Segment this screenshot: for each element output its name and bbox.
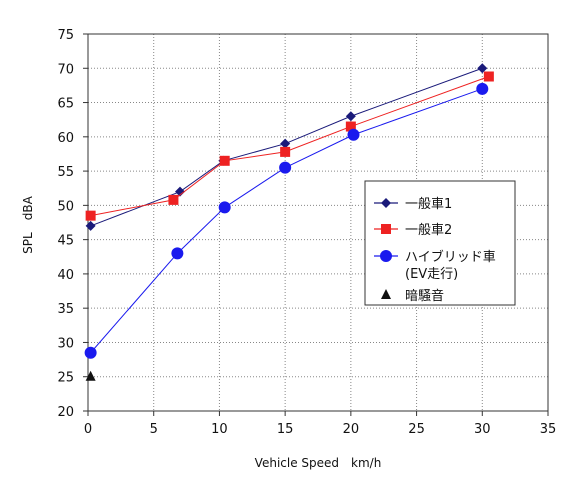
y-tick-label: 25: [57, 371, 74, 386]
x-tick-label: 25: [408, 422, 425, 437]
y-tick-label: 40: [57, 268, 74, 283]
x-tick-label: 0: [84, 422, 92, 437]
data-point-square: [381, 224, 391, 234]
series-4: [85, 370, 96, 381]
y-tick-label: 35: [57, 302, 74, 317]
data-point-square: [168, 194, 179, 205]
legend-label-line2: (EV走行): [405, 267, 458, 282]
legend-label: 一般車1: [405, 196, 452, 212]
x-tick-label: 5: [150, 422, 158, 437]
plot-frame: [87, 33, 549, 412]
data-point-circle: [279, 161, 292, 174]
data-point-triangle: [381, 289, 391, 299]
y-tick-label: 75: [57, 28, 74, 43]
series-line: [90, 88, 483, 354]
y-axis-label: SPL dBA: [21, 195, 35, 253]
y-tick-label: 65: [57, 97, 74, 112]
series-3: [84, 82, 489, 359]
y-tick-label: 30: [57, 336, 74, 351]
data-point-square: [483, 71, 494, 82]
data-point-diamond: [280, 138, 291, 149]
data-point-square: [219, 155, 230, 166]
x-tick-label: 15: [277, 422, 294, 437]
data-point-triangle: [85, 370, 96, 381]
data-point-diamond: [175, 186, 185, 197]
y-tick-label: 60: [57, 131, 74, 146]
series-layer: [84, 63, 494, 381]
data-point-circle: [84, 346, 97, 359]
data-point-diamond: [85, 220, 96, 231]
axes: [83, 33, 549, 416]
series-2: [85, 71, 494, 221]
data-point-circle: [347, 128, 360, 141]
legend-label: 暗騒音: [405, 288, 444, 304]
y-tick-labels: 20 25 30 35 40 45 50 55 60 65 70 75: [57, 28, 74, 420]
data-point-circle: [218, 201, 231, 214]
series-line: [90, 76, 490, 217]
data-point-diamond: [345, 111, 356, 122]
x-tick-label: 10: [211, 422, 228, 437]
y-tick-label: 70: [57, 62, 74, 77]
data-point-square: [85, 210, 96, 221]
series-line: [90, 67, 483, 227]
x-axis-label: Vehicle Speed km/h: [255, 456, 382, 470]
data-point-square: [345, 121, 356, 132]
legend-item-3: ハイブリッド車 (EV走行): [374, 249, 496, 282]
data-point-diamond: [477, 63, 488, 74]
data-point-circle: [171, 247, 184, 260]
x-tick-label: 20: [343, 422, 360, 437]
x-tick-label: 35: [540, 422, 557, 437]
x-tick-label: 30: [474, 422, 491, 437]
legend-item-4: 暗騒音: [381, 288, 444, 304]
data-point-square: [280, 146, 291, 157]
x-tick-labels: 0 5 10 15 20 25 30 35: [84, 422, 556, 437]
data-point-diamond: [381, 198, 391, 208]
legend-box: [364, 180, 516, 306]
legend: 一般車1 一般車2 ハイブリッド車 (EV走行) 暗騒音: [364, 180, 516, 306]
y-tick-label: 45: [57, 234, 74, 249]
legend-label: 一般車2: [405, 222, 452, 238]
y-tick-label: 50: [57, 199, 74, 214]
y-tick-label: 20: [57, 405, 74, 420]
y-tick-label: 55: [57, 165, 74, 180]
data-point-circle: [380, 250, 392, 262]
legend-label: ハイブリッド車: [405, 249, 496, 265]
legend-item-1: 一般車1: [374, 196, 452, 212]
legend-item-2: 一般車2: [374, 222, 452, 238]
data-point-circle: [476, 82, 489, 95]
